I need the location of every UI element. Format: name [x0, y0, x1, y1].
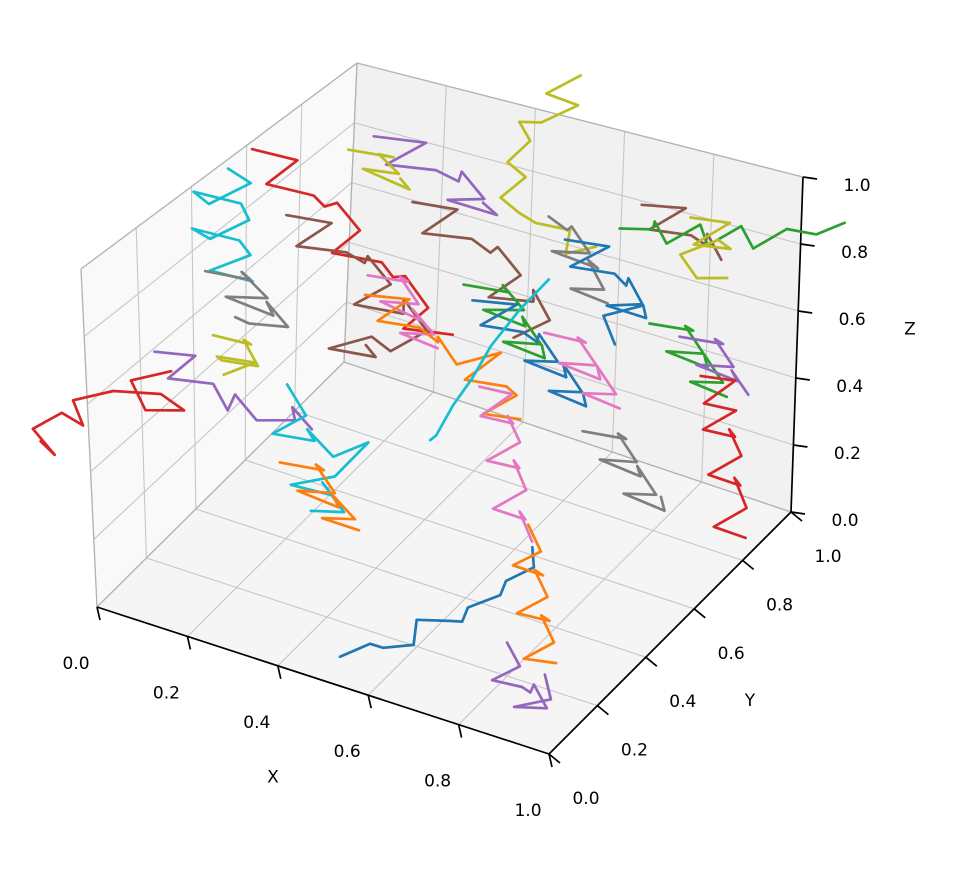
x-tick-label: 0.2	[153, 683, 180, 703]
x-tick	[186, 636, 192, 650]
y-tick	[548, 753, 561, 764]
walk-line-red	[699, 374, 748, 540]
x-tick-label: 0.0	[62, 654, 89, 674]
grid-leftwall-z	[83, 122, 355, 338]
box-edge	[80, 268, 98, 608]
grid-floor-y	[245, 459, 695, 610]
y-tick	[645, 656, 658, 667]
box-edge	[96, 361, 345, 608]
walk-line-purple	[153, 350, 314, 431]
y-tick-label: 0.8	[766, 595, 793, 615]
x-tick-label: 1.0	[514, 801, 541, 821]
box-edge	[343, 62, 358, 363]
y-tick	[742, 559, 755, 571]
x-tick	[96, 606, 101, 621]
x-tick	[276, 665, 282, 679]
walk-line-orange	[511, 523, 558, 665]
walk-line-pink	[478, 385, 534, 543]
y-tick	[790, 511, 803, 522]
walk-line-cyan	[190, 167, 255, 283]
z-tick-label: 0.0	[831, 511, 858, 531]
walk-line-cyan	[428, 278, 551, 442]
x-tick	[548, 753, 553, 768]
grid-floor-y	[195, 508, 646, 658]
z-tick	[793, 444, 808, 448]
walk-line-purple	[678, 335, 750, 397]
grid-backwall-z	[349, 241, 796, 379]
walk-line-purple	[372, 134, 499, 217]
walk-line-pink	[542, 331, 622, 410]
z-tick-label: 0.2	[834, 444, 861, 464]
grid-floor-y	[294, 410, 743, 561]
walk-line-gray	[203, 269, 290, 329]
walk-line-orange	[278, 461, 361, 532]
walk-line-red	[31, 369, 186, 457]
walk-line-orange	[363, 293, 522, 421]
x-tick-label: 0.8	[424, 772, 451, 792]
box-edge	[80, 62, 358, 270]
grid-backwall-x	[522, 108, 536, 423]
y-tick-label: 0.4	[669, 692, 696, 712]
grid-leftwall-y	[190, 186, 197, 510]
walk-line-olive	[678, 216, 732, 280]
y-tick-label: 0.2	[621, 741, 648, 761]
x-tick	[367, 695, 373, 709]
y-tick-label: 0.6	[718, 644, 745, 664]
y-tick	[596, 704, 609, 716]
walk-line-red	[250, 147, 455, 337]
z-tick	[802, 176, 818, 180]
walk-line-brown	[285, 213, 429, 359]
z-tick-label: 0.8	[841, 243, 868, 263]
y-tick-label: 1.0	[814, 547, 841, 567]
walk-line-blue	[471, 298, 588, 408]
walk-line-pink	[366, 273, 439, 350]
walk-line-cyan	[271, 383, 370, 514]
z-tick-label: 1.0	[843, 176, 870, 196]
grid-backwall-x	[701, 154, 715, 483]
grid-leftwall-y	[294, 104, 303, 412]
z-tick	[795, 377, 810, 381]
walk-line-brown	[640, 203, 723, 262]
y-tick	[693, 608, 706, 619]
walk-line-brown	[411, 200, 552, 340]
x-tick-label: 0.6	[334, 742, 361, 762]
walk-line-olive	[211, 333, 260, 377]
walk-line-green	[462, 283, 547, 360]
z-tick-label: 0.6	[839, 310, 866, 330]
walk-line-blue	[563, 238, 648, 346]
z-tick	[790, 511, 806, 515]
z-tick	[800, 243, 815, 247]
pane-left-wall	[81, 63, 357, 607]
walk-line-purple	[490, 641, 553, 710]
grid-floor-x	[458, 481, 702, 725]
grid-backwall-x	[611, 131, 626, 453]
x-axis-spine	[96, 606, 550, 755]
y-axis-label: Y	[744, 691, 756, 711]
grid-floor-x	[277, 421, 524, 667]
y-tick-label: 0.0	[572, 789, 599, 809]
y-axis-spine	[548, 511, 792, 755]
x-axis-label: X	[267, 768, 279, 788]
box-edge	[356, 62, 804, 178]
grid-leftwall-z	[93, 301, 347, 540]
walk-line-olive	[346, 148, 411, 191]
z-tick-label: 0.4	[836, 377, 863, 397]
z-tick	[798, 310, 813, 314]
walk-line-gray	[581, 429, 666, 513]
walk-line-green	[648, 322, 729, 399]
x-tick	[457, 724, 463, 738]
x-tick-label: 0.4	[243, 713, 270, 733]
walk-line-blue	[338, 545, 536, 659]
z-axis-label: Z	[904, 320, 916, 340]
box-edge	[343, 361, 792, 513]
walk-line-gray	[547, 215, 610, 305]
grid-floor-x	[187, 391, 434, 637]
grid-floor-x	[367, 451, 613, 696]
grid-floor-y	[146, 557, 598, 707]
